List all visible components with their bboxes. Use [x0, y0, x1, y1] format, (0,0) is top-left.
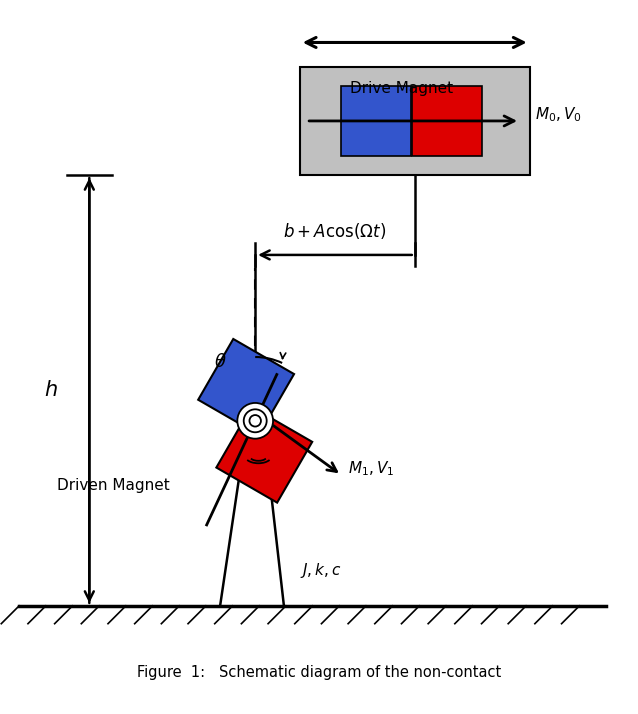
- Circle shape: [237, 403, 273, 438]
- Text: $b + A\cos(\Omega t)$: $b + A\cos(\Omega t)$: [283, 221, 387, 241]
- Text: $M_1, V_1$: $M_1, V_1$: [348, 459, 394, 478]
- Text: Driven Magnet: Driven Magnet: [57, 478, 170, 493]
- Text: $h$: $h$: [43, 381, 57, 401]
- Bar: [341, 86, 412, 156]
- Text: $M_0, V_0$: $M_0, V_0$: [535, 105, 581, 124]
- Text: Drive Magnet: Drive Magnet: [350, 81, 454, 96]
- Text: Figure  1:   Schematic diagram of the non-contact: Figure 1: Schematic diagram of the non-c…: [137, 665, 501, 680]
- Circle shape: [249, 415, 261, 426]
- Polygon shape: [198, 339, 294, 435]
- Polygon shape: [216, 407, 312, 503]
- Bar: [412, 86, 482, 156]
- Text: $\theta$: $\theta$: [214, 353, 226, 371]
- Circle shape: [244, 409, 267, 432]
- Bar: [300, 66, 530, 175]
- Text: $J, k, c$: $J, k, c$: [300, 561, 341, 580]
